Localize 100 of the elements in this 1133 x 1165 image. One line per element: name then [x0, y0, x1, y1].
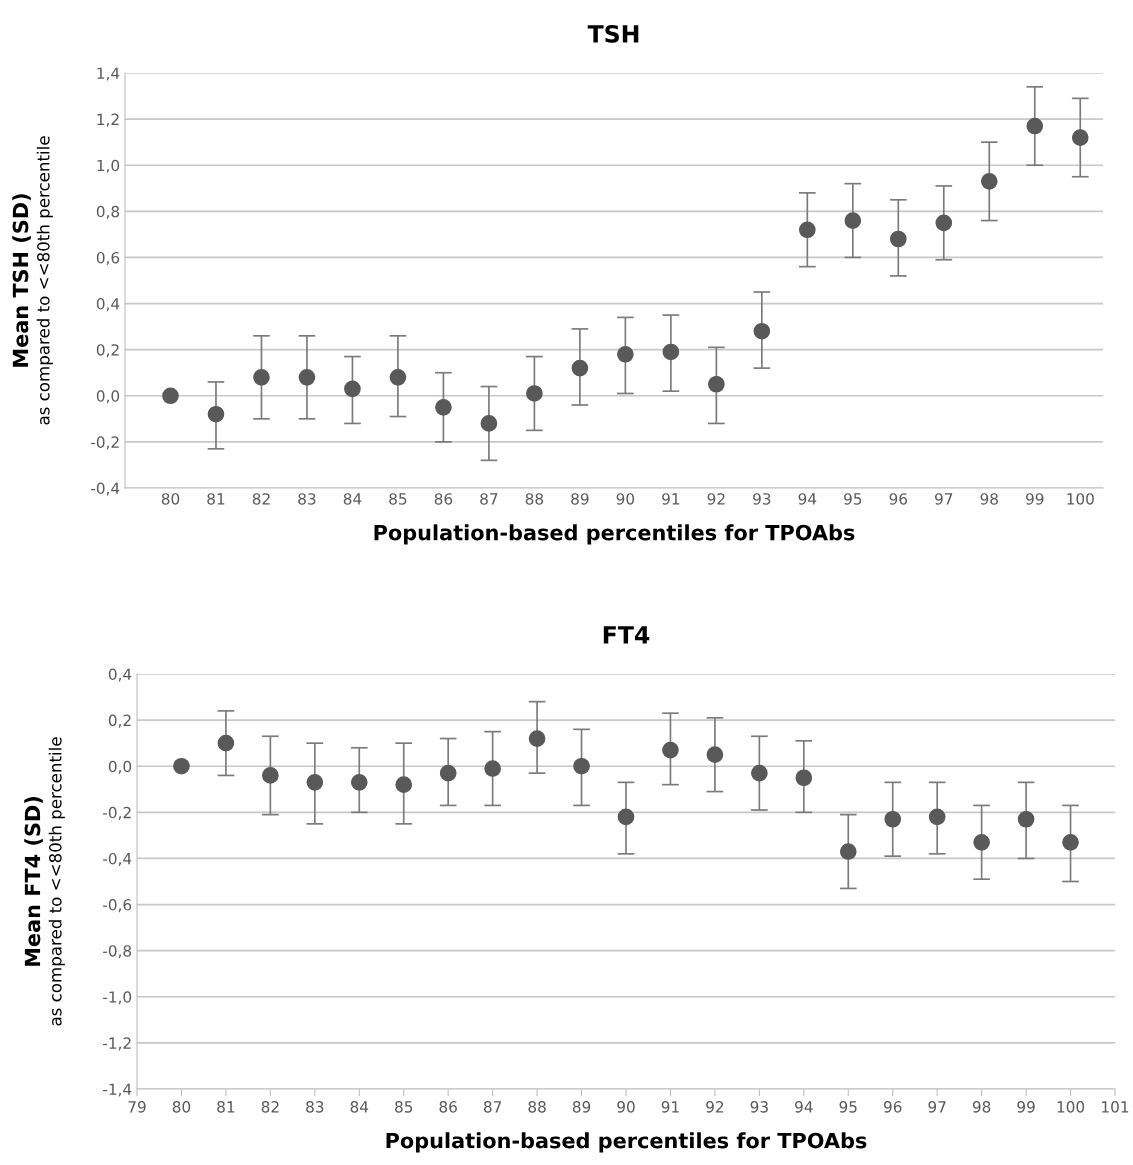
- point: [439, 764, 457, 782]
- x-tick-label: 88: [525, 493, 544, 505]
- x-tick-label: 79: [128, 1101, 146, 1113]
- point: [571, 359, 589, 377]
- x-tick-label: 83: [298, 493, 316, 505]
- x-tick-label: 94: [798, 493, 817, 505]
- point: [798, 221, 816, 239]
- point: [1062, 833, 1079, 851]
- point: [573, 757, 590, 775]
- x-tick-label: 95: [844, 493, 862, 505]
- x-tick-label: 99: [1017, 1101, 1035, 1113]
- y-tick-label: -1,0: [103, 991, 132, 1005]
- x-tick-label: 82: [261, 1101, 279, 1113]
- x-tick-label: 90: [616, 493, 635, 505]
- x-tick-label: 80: [172, 1101, 191, 1113]
- x-tick-label: 100: [1067, 493, 1094, 505]
- x-tick-label: 93: [750, 1101, 768, 1113]
- y-tick-label: -1,2: [103, 1037, 131, 1051]
- point: [928, 808, 946, 826]
- x-tick-label: 95: [839, 1101, 857, 1113]
- x-tick-label: 85: [395, 1101, 413, 1113]
- x-tick-label: 98: [980, 493, 998, 505]
- y-tick-label: 1,0: [97, 159, 120, 173]
- point: [1017, 810, 1035, 828]
- point: [253, 368, 270, 386]
- point: [617, 345, 634, 363]
- x-tick-label: 91: [661, 1101, 679, 1113]
- x-tick-label: 89: [571, 493, 589, 505]
- y-tick-label: 0,4: [108, 668, 132, 682]
- point: [1026, 117, 1044, 135]
- y-tick-label: 1,4: [97, 67, 120, 81]
- x-tick-label: 100: [1057, 1101, 1085, 1113]
- point: [528, 730, 546, 747]
- point: [839, 843, 857, 860]
- point: [350, 774, 368, 791]
- y-tick-label: -1,4: [103, 1083, 132, 1097]
- y-tick-label: 0,2: [108, 714, 131, 728]
- chart-title: TSH: [587, 24, 639, 43]
- point: [344, 380, 361, 398]
- x-tick-label: 84: [350, 1101, 369, 1113]
- y-tick-label: 0,6: [96, 251, 120, 266]
- x-tick-label: 96: [889, 493, 908, 505]
- x-tick-label: 92: [706, 1101, 724, 1113]
- x-tick-label: 92: [707, 493, 725, 505]
- y-tick-label: -0,4: [91, 482, 120, 496]
- point: [262, 767, 279, 784]
- point: [844, 212, 862, 229]
- point: [708, 375, 725, 393]
- point: [435, 398, 452, 416]
- point: [706, 746, 724, 764]
- x-tick-label: 80: [161, 493, 180, 505]
- y-tick-label: 0,2: [96, 344, 119, 358]
- point: [751, 764, 768, 782]
- point: [480, 415, 498, 432]
- point: [884, 810, 902, 828]
- x-tick-label: 81: [207, 493, 225, 505]
- point: [484, 760, 501, 777]
- y-tick-label: 0,0: [108, 760, 132, 774]
- x-tick-label: 85: [389, 493, 407, 505]
- y-axis-title: Mean TSH (SD) as compared to <<80th percentile: [12, 136, 53, 425]
- x-tick-label: 83: [306, 1101, 324, 1113]
- point: [980, 173, 998, 190]
- y-tick-label: 0,0: [96, 390, 120, 404]
- point: [298, 368, 316, 386]
- x-tick-label: 81: [217, 1101, 235, 1113]
- x-tick-label: 87: [480, 493, 498, 505]
- point: [306, 774, 324, 791]
- point: [162, 387, 179, 405]
- x-tick-label: 90: [617, 1101, 635, 1113]
- x-tick-label: 91: [662, 493, 680, 505]
- y-tick-label: 0,8: [96, 205, 120, 219]
- y-tick-label: -0,2: [91, 436, 119, 450]
- x-tick-label: 88: [528, 1101, 546, 1113]
- point: [1071, 129, 1089, 146]
- point: [795, 769, 813, 787]
- point: [207, 405, 225, 423]
- x-tick-label: 89: [572, 1101, 591, 1113]
- point: [973, 833, 990, 851]
- x-axis-title: Population-based percentiles for TPOAbs: [386, 1132, 867, 1153]
- x-tick-label: 87: [483, 1101, 502, 1113]
- x-tick-label: 99: [1026, 493, 1044, 505]
- x-tick-label: 101: [1102, 1101, 1129, 1113]
- x-tick-label: 96: [883, 1101, 902, 1113]
- x-tick-label: 97: [935, 493, 953, 505]
- y-tick-label: -0,2: [103, 806, 131, 820]
- point: [395, 776, 413, 794]
- y-tick-label: -0,8: [103, 945, 132, 959]
- x-tick-label: 86: [439, 1101, 457, 1113]
- point: [526, 385, 543, 402]
- point: [217, 734, 235, 752]
- point: [173, 757, 190, 775]
- point: [753, 322, 771, 340]
- x-axis-title: Population-based percentiles for TPOAbs: [374, 524, 855, 545]
- x-tick-label: 82: [252, 493, 270, 505]
- x-tick-label: 86: [434, 493, 453, 505]
- point: [889, 230, 907, 248]
- x-tick-label: 84: [343, 493, 362, 505]
- point: [662, 741, 679, 759]
- y-tick-label: 0,4: [96, 298, 120, 312]
- y-tick-label: 1,2: [97, 113, 119, 127]
